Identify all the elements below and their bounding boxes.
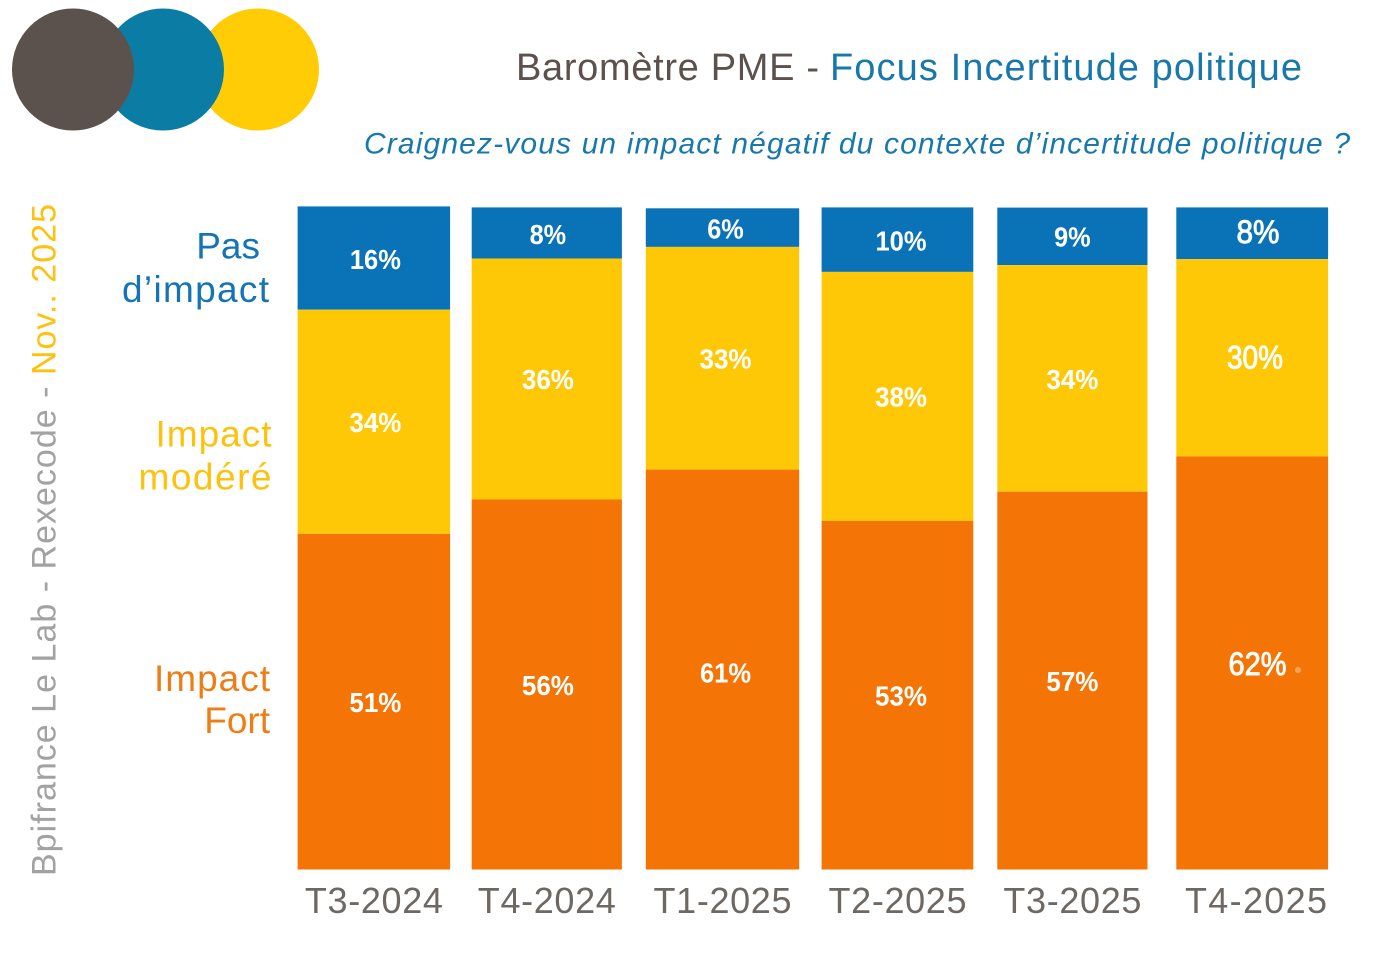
svg-text:61%: 61% xyxy=(700,658,751,689)
svg-text:8%: 8% xyxy=(1237,214,1280,250)
svg-text:56%: 56% xyxy=(522,670,574,701)
svg-text:T4-2025: T4-2025 xyxy=(1185,880,1327,921)
svg-text:d’impact: d’impact xyxy=(122,269,270,310)
svg-text:6%: 6% xyxy=(707,214,744,245)
svg-text:Craignez-vous un impact négati: Craignez-vous un impact négatif du conte… xyxy=(364,128,1350,161)
svg-text:T4-2024: T4-2024 xyxy=(478,880,616,921)
svg-text:34%: 34% xyxy=(1046,364,1098,395)
svg-text:Baromètre PME -: Baromètre PME - xyxy=(516,47,819,89)
svg-text:T3-2024: T3-2024 xyxy=(305,880,443,921)
svg-text:Pas: Pas xyxy=(196,226,260,267)
svg-text:Focus Incertitude politique: Focus Incertitude politique xyxy=(830,47,1302,89)
svg-text:53%: 53% xyxy=(875,681,927,712)
svg-text:57%: 57% xyxy=(1046,666,1098,697)
svg-text:T1-2025: T1-2025 xyxy=(654,880,792,921)
svg-text:30%: 30% xyxy=(1227,339,1283,375)
svg-text:T2-2025: T2-2025 xyxy=(829,880,967,921)
svg-text:T3-2025: T3-2025 xyxy=(1003,880,1141,921)
svg-text:62%: 62% xyxy=(1229,646,1287,682)
svg-text:Fort: Fort xyxy=(204,700,271,741)
svg-text:9%: 9% xyxy=(1054,222,1091,253)
svg-text:16%: 16% xyxy=(350,244,401,275)
svg-text:Bpifrance Le Lab - Rexecode -: Bpifrance Le Lab - Rexecode - Nov.. 2025 xyxy=(26,204,64,876)
svg-text:51%: 51% xyxy=(349,687,401,718)
svg-text:8%: 8% xyxy=(530,219,567,250)
svg-text:33%: 33% xyxy=(700,344,752,375)
svg-text:34%: 34% xyxy=(349,407,401,438)
svg-text:36%: 36% xyxy=(522,364,574,395)
svg-text:Impact: Impact xyxy=(156,414,273,455)
svg-text:modéré: modéré xyxy=(139,456,272,497)
svg-text:Impact: Impact xyxy=(154,658,271,699)
svg-text:10%: 10% xyxy=(876,226,927,257)
svg-text:38%: 38% xyxy=(875,382,927,413)
